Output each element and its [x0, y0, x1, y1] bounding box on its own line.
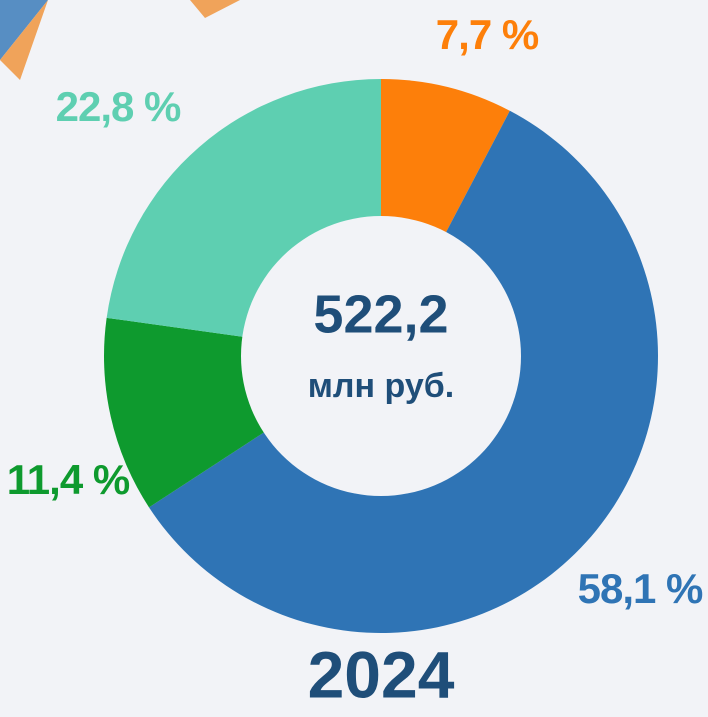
donut-hole: [241, 216, 521, 496]
value-label: 7,7 %: [436, 11, 539, 58]
value-label: 11,4 %: [7, 456, 130, 503]
chart-title: 2024: [308, 637, 455, 711]
value-label: 22,8 %: [56, 83, 181, 130]
decoration: [190, 0, 240, 18]
value-label: 58,1 %: [578, 565, 703, 612]
decoration: [0, 0, 48, 80]
center-value: 522,2: [313, 284, 448, 344]
center-unit: млн руб.: [308, 367, 454, 405]
